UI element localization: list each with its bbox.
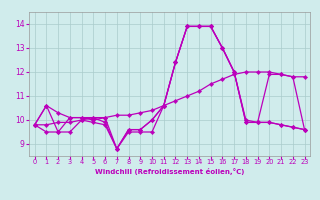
X-axis label: Windchill (Refroidissement éolien,°C): Windchill (Refroidissement éolien,°C) <box>95 168 244 175</box>
